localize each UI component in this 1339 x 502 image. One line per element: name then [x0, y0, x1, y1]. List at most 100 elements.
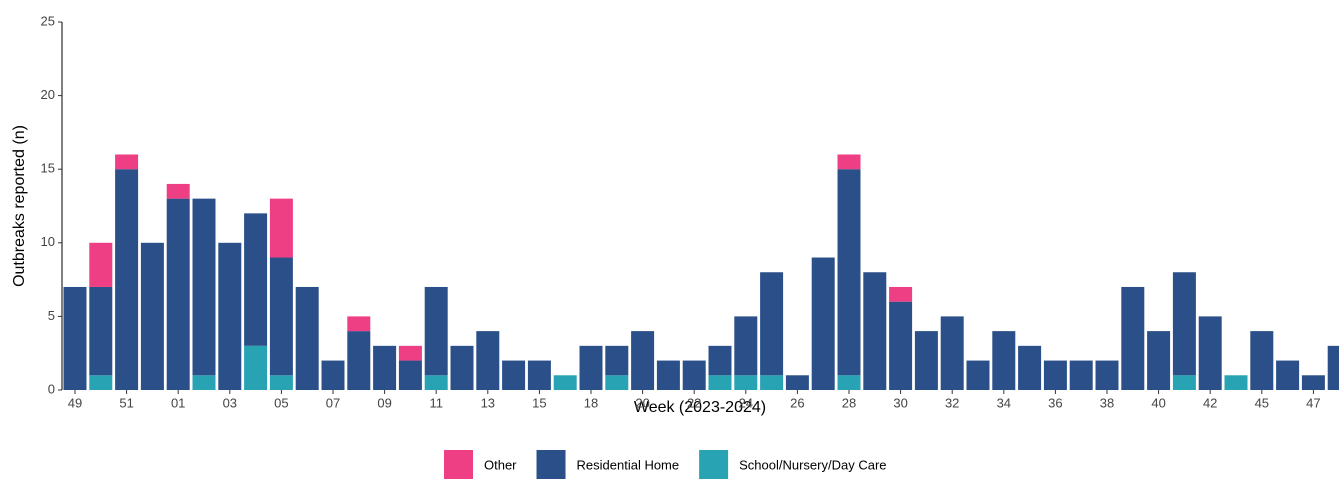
bar-segment [940, 316, 964, 390]
y-tick-label: 25 [41, 13, 55, 28]
bar-segment [424, 286, 448, 376]
x-tick-label: 45 [1255, 395, 1269, 410]
bar-segment [89, 286, 113, 376]
bar-segment [1224, 375, 1248, 390]
x-tick-label: 01 [171, 395, 185, 410]
y-tick-label: 15 [41, 161, 55, 176]
legend-swatch [536, 450, 566, 479]
x-axis-title: Week (2023-2024) [634, 399, 766, 416]
x-tick-label: 38 [1100, 395, 1114, 410]
bar-segment [708, 375, 732, 390]
legend-label: Other [484, 457, 517, 472]
bar-segment [398, 345, 422, 361]
bar-segment [889, 301, 913, 390]
y-axis-title: Outbreaks reported (n) [11, 125, 28, 287]
bar-segment [605, 375, 629, 390]
bar-segment [811, 257, 835, 390]
x-tick-label: 22 [687, 395, 701, 410]
bar-segment [1327, 345, 1339, 390]
bar-segment [295, 286, 319, 390]
bar-segment [166, 183, 190, 199]
bar-segment [992, 331, 1016, 390]
bar-segment [218, 242, 242, 390]
x-tick-label: 13 [481, 395, 495, 410]
bar-segment [682, 360, 706, 390]
bar-segment [1172, 375, 1196, 390]
bar-segment [785, 375, 809, 390]
bar-segment [863, 272, 887, 390]
bar-segment [244, 345, 268, 390]
bar-segment [1198, 316, 1222, 390]
bar-segment [1095, 360, 1119, 390]
bar-segment [1121, 286, 1145, 390]
bar-segment [605, 345, 629, 376]
y-tick-label: 0 [48, 381, 55, 396]
legend-swatch [444, 450, 473, 479]
x-tick-label: 20 [635, 395, 649, 410]
bars [63, 154, 1339, 390]
bar-segment [424, 375, 448, 390]
bar-segment [1043, 360, 1067, 390]
bar-segment [373, 345, 397, 390]
x-tick-label: 11 [429, 395, 443, 410]
legend-swatch [699, 450, 729, 479]
bar-segment [269, 198, 293, 258]
x-tick-label: 32 [945, 395, 959, 410]
x-tick-label: 47 [1306, 395, 1320, 410]
x-tick-label: 30 [893, 395, 907, 410]
y-tick-label: 20 [41, 87, 55, 102]
x-tick-label: 49 [68, 395, 82, 410]
bar-segment [1069, 360, 1093, 390]
bar-segment [89, 375, 113, 390]
bar-segment [63, 286, 87, 390]
bar-segment [450, 345, 474, 390]
bar-segment [244, 213, 268, 346]
bar-segment [398, 360, 422, 390]
bar-segment [476, 331, 500, 390]
bar-segment [1250, 331, 1274, 390]
x-tick-label: 28 [842, 395, 856, 410]
bar-segment [192, 198, 216, 376]
bar-segment [966, 360, 990, 390]
x-tick-label: 09 [377, 395, 391, 410]
x-tick-label: 05 [274, 395, 288, 410]
bar-segment [889, 286, 913, 302]
bar-segment [269, 375, 293, 390]
x-tick-label: 24 [739, 395, 753, 410]
y-tick-label: 10 [41, 234, 55, 249]
x-tick-label: 51 [119, 395, 133, 410]
bar-segment [89, 242, 113, 287]
x-tick-label: 03 [223, 395, 237, 410]
bar-segment [1276, 360, 1300, 390]
bar-segment [631, 331, 655, 390]
bar-segment [269, 257, 293, 376]
x-tick-label: 07 [326, 395, 340, 410]
bar-segment [115, 169, 139, 390]
bar-segment [837, 375, 861, 390]
bar-segment [502, 360, 526, 390]
legend-label: School/Nursery/Day Care [739, 457, 886, 472]
bar-segment [760, 375, 784, 390]
bar-segment [1172, 272, 1196, 376]
bar-segment [914, 331, 938, 390]
bar-segment [553, 375, 577, 390]
bar-segment [734, 316, 758, 376]
bar-segment [656, 360, 680, 390]
bar-segment [760, 272, 784, 376]
bar-segment [166, 198, 190, 390]
bar-segment [837, 169, 861, 376]
bar-segment [837, 154, 861, 170]
x-tick-label: 34 [997, 395, 1011, 410]
y-tick-label: 5 [48, 308, 55, 323]
bar-segment [321, 360, 345, 390]
x-tick-label: 42 [1203, 395, 1217, 410]
bar-segment [115, 154, 139, 170]
x-tick-label: 36 [1048, 395, 1062, 410]
x-tick-label: 26 [790, 395, 804, 410]
x-tick-label: 15 [532, 395, 546, 410]
bar-segment [734, 375, 758, 390]
bar-segment [579, 345, 603, 390]
x-tick-label: 40 [1151, 395, 1165, 410]
legend-label: Residential Home [577, 457, 680, 472]
